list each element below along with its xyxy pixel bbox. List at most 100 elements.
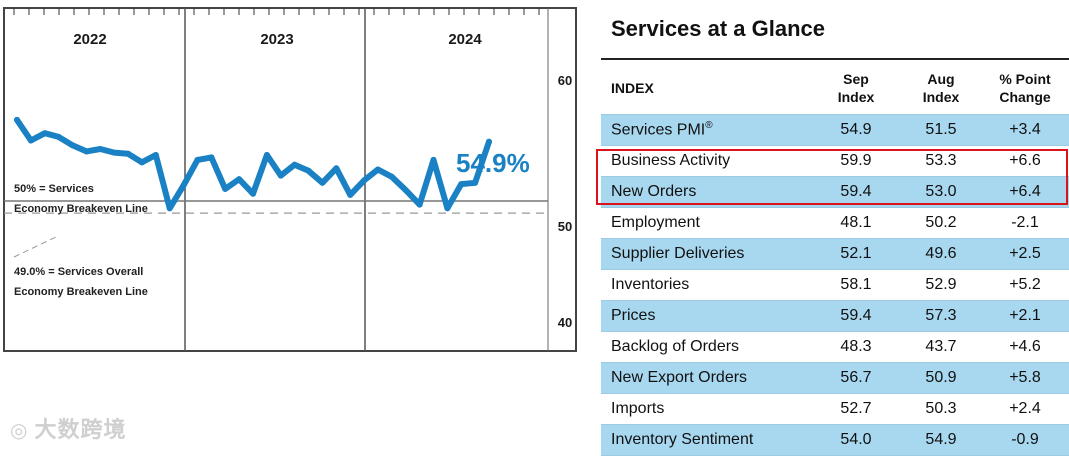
pmi-data-point: [125, 150, 132, 157]
table-row: Imports 52.7 50.3 +2.4: [601, 393, 1069, 425]
row-point-change: +6.4: [981, 176, 1069, 208]
row-sep-value: 59.4: [811, 300, 901, 332]
table-title: Services at a Glance: [611, 16, 826, 41]
pmi-data-point: [236, 176, 243, 183]
row-aug-value: 54.9: [901, 424, 981, 456]
year-label-2024: 2024: [448, 31, 482, 48]
pmi-series-points: [14, 116, 492, 212]
y-tick-40: 40: [558, 315, 572, 330]
pmi-data-point: [333, 165, 340, 172]
table-body: Services PMI® 54.9 51.5 +3.4 Business Activi…: [601, 114, 1069, 456]
row-point-change: +2.4: [981, 393, 1069, 425]
pmi-data-point: [55, 133, 62, 140]
row-index-name: Inventories: [601, 269, 811, 301]
row-point-change: +5.2: [981, 269, 1069, 301]
pmi-data-point: [180, 182, 187, 189]
pmi-data-point: [374, 166, 381, 173]
breakeven-49-label-line2: Economy Breakeven Line: [14, 286, 148, 298]
row-sep-value: 59.9: [811, 145, 901, 177]
pmi-data-point: [69, 142, 76, 149]
pmi-data-point: [458, 181, 465, 188]
row-aug-value: 51.5: [901, 114, 981, 146]
row-index-name: Imports: [601, 393, 811, 425]
table-header-row: INDEX Sep Index Aug Index % Point Change: [601, 62, 1069, 115]
services-table: INDEX Sep Index Aug Index % Point Change Se…: [601, 62, 1069, 456]
pmi-data-point: [152, 152, 159, 158]
row-aug-value: 53.0: [901, 176, 981, 208]
row-aug-value: 49.6: [901, 238, 981, 270]
row-aug-value: 50.9: [901, 362, 981, 394]
table-row: Inventory Sentiment 54.0 54.9 -0.9: [601, 424, 1069, 456]
row-aug-value: 52.9: [901, 269, 981, 301]
row-aug-value: 50.3: [901, 393, 981, 425]
table-row: Inventories 58.1 52.9 +5.2: [601, 269, 1069, 301]
row-index-name: New Orders: [601, 176, 811, 208]
pmi-data-point: [14, 116, 20, 123]
pmi-data-point: [416, 201, 423, 208]
year-label-2023: 2023: [260, 31, 293, 48]
y-tick-50: 50: [558, 219, 572, 234]
pmi-data-point: [263, 152, 270, 158]
pmi-data-point: [305, 167, 312, 174]
pmi-data-point: [194, 156, 201, 163]
watermark-text: 大数跨境: [34, 418, 127, 443]
header-sep-index: Sep Index: [811, 62, 901, 115]
table-row: Supplier Deliveries 52.1 49.6 +2.5: [601, 238, 1069, 270]
pmi-data-point: [444, 205, 451, 212]
row-sep-value: 59.4: [811, 176, 901, 208]
pmi-chart-svg: 2022 2023 2024 60 50 40 50% = Services E…: [3, 7, 577, 352]
pmi-data-point: [430, 156, 437, 163]
row-index-name: New Export Orders: [601, 362, 811, 394]
row-index-name: Services PMI®: [601, 114, 811, 146]
header-aug-index: Aug Index: [901, 62, 981, 115]
row-point-change: +6.6: [981, 145, 1069, 177]
pmi-data-point: [41, 130, 48, 137]
row-point-change: -2.1: [981, 207, 1069, 239]
watermark: ◎ 大数跨境: [10, 412, 126, 444]
row-aug-value: 43.7: [901, 331, 981, 363]
row-sep-value: 52.1: [811, 238, 901, 270]
pmi-data-point: [166, 205, 173, 212]
row-point-change: -0.9: [981, 424, 1069, 456]
row-aug-value: 50.2: [901, 207, 981, 239]
pmi-data-point: [361, 177, 368, 184]
pmi-data-point: [250, 190, 256, 197]
services-table-panel: Services at a Glance INDEX Sep Index Aug I…: [596, 0, 1069, 456]
breakeven-49-label-line1: 49.0% = Services Overall: [14, 266, 143, 278]
row-index-name: Business Activity: [601, 145, 811, 177]
pmi-data-point: [402, 187, 409, 194]
year-label-2022: 2022: [73, 31, 106, 48]
pmi-data-point: [138, 159, 145, 166]
title-rule: [601, 58, 1069, 60]
row-sep-value: 52.7: [811, 393, 901, 425]
row-sep-value: 56.7: [811, 362, 901, 394]
pmi-data-point: [277, 172, 284, 179]
row-point-change: +5.8: [981, 362, 1069, 394]
latest-value-label: 54.9%: [456, 148, 530, 178]
y-tick-60: 60: [558, 73, 572, 88]
table-row: Prices 59.4 57.3 +2.1: [601, 300, 1069, 332]
pmi-data-point: [388, 173, 395, 180]
row-aug-value: 57.3: [901, 300, 981, 332]
pmi-chart: 2022 2023 2024 60 50 40 50% = Services E…: [0, 0, 580, 356]
row-sep-value: 54.9: [811, 114, 901, 146]
row-sep-value: 48.3: [811, 331, 901, 363]
table-row: Employment 48.1 50.2 -2.1: [601, 207, 1069, 239]
row-index-name: Inventory Sentiment: [601, 424, 811, 456]
table-row: New Export Orders 56.7 50.9 +5.8: [601, 362, 1069, 394]
pmi-data-point: [472, 179, 479, 186]
row-point-change: +2.1: [981, 300, 1069, 332]
header-point-change: % Point Change: [981, 62, 1069, 115]
pmi-data-point: [319, 179, 326, 186]
month-ticks: [13, 8, 540, 15]
row-sep-value: 58.1: [811, 269, 901, 301]
row-sep-value: 54.0: [811, 424, 901, 456]
pmi-data-point: [97, 146, 104, 152]
breakeven-50-label-line2: Economy Breakeven Line: [14, 203, 148, 215]
row-point-change: +4.6: [981, 331, 1069, 363]
table-row: Business Activity 59.9 53.3 +6.6: [601, 145, 1069, 177]
row-index-name: Backlog of Orders: [601, 331, 811, 363]
pmi-data-point: [111, 149, 118, 156]
pmi-data-point: [27, 137, 34, 144]
chart-frame: [3, 7, 577, 352]
